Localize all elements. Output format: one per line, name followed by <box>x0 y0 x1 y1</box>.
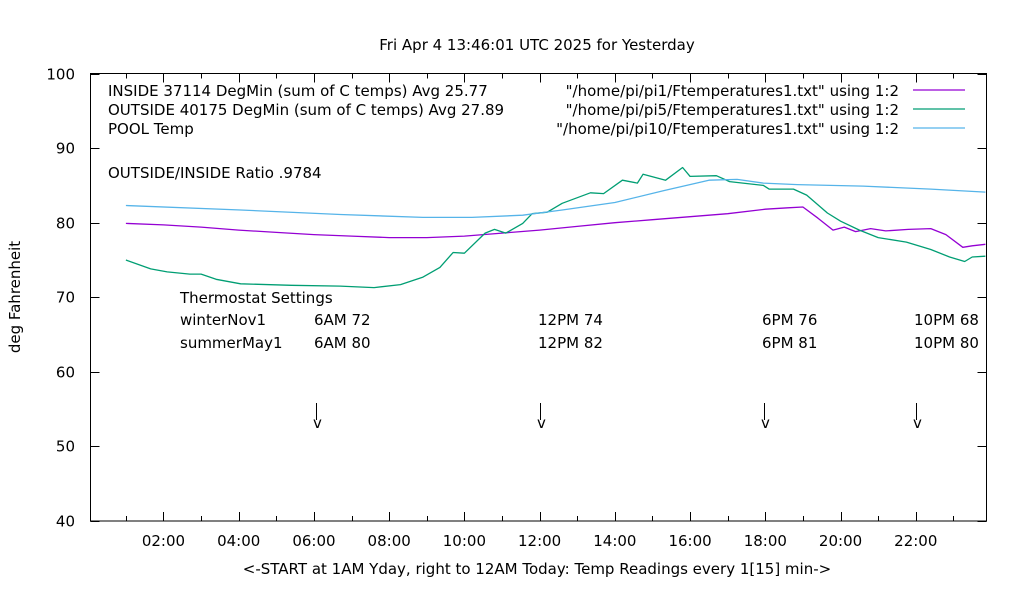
y-tick-label: 60 <box>56 364 75 382</box>
legend-label-pool: POOL Temp <box>108 120 194 138</box>
thermostat-title: Thermostat Settings <box>179 289 333 307</box>
series-line-inside <box>125 206 986 248</box>
x-tick-label: 14:00 <box>593 532 636 550</box>
x-tick-label: 18:00 <box>744 532 787 550</box>
y-tick-label: 50 <box>56 438 75 456</box>
svg-text:v: v <box>913 414 922 432</box>
winter-setting-6am: 6AM 72 <box>314 311 371 329</box>
summer-setting-10pm: 10PM 80 <box>914 334 979 352</box>
x-tick-label: 10:00 <box>443 532 486 550</box>
winter-label: winterNov1 <box>180 311 266 329</box>
arrow-6am: v <box>313 403 322 432</box>
y-tick-label: 70 <box>56 289 75 307</box>
series-line-pool <box>125 178 986 219</box>
chart-title: Fri Apr 4 13:46:01 UTC 2025 for Yesterda… <box>379 36 695 54</box>
arrow-12pm: v <box>537 403 546 432</box>
y-tick-label: 80 <box>56 215 75 233</box>
x-tick-label: 22:00 <box>894 532 937 550</box>
x-tick-label: 02:00 <box>142 532 185 550</box>
legend-entry-pool: "/home/pi/pi10/Ftemperatures1.txt" using… <box>556 120 899 138</box>
winter-setting-12pm: 12PM 74 <box>538 311 603 329</box>
y-tick-label: 40 <box>56 513 75 531</box>
svg-text:v: v <box>313 414 322 432</box>
ratio-annotation: OUTSIDE/INSIDE Ratio .9784 <box>108 164 322 182</box>
x-tick-label: 04:00 <box>217 532 260 550</box>
y-axis-label: deg Fahrenheit <box>6 241 24 353</box>
x-tick-label: 20:00 <box>819 532 862 550</box>
legend-entry-outside: "/home/pi/pi5/Ftemperatures1.txt" using … <box>566 101 899 119</box>
winter-setting-6pm: 6PM 76 <box>762 311 817 329</box>
summer-setting-6pm: 6PM 81 <box>762 334 817 352</box>
x-tick-label: 06:00 <box>292 532 335 550</box>
x-axis-label: <-START at 1AM Yday, right to 12AM Today… <box>243 560 831 578</box>
x-tick-label: 12:00 <box>518 532 561 550</box>
svg-text:v: v <box>761 414 770 432</box>
summer-setting-6am: 6AM 80 <box>314 334 371 352</box>
winter-setting-10pm: 10PM 68 <box>914 311 979 329</box>
x-tick-label: 08:00 <box>368 532 411 550</box>
svg-text:v: v <box>537 414 546 432</box>
arrow-6pm: v <box>761 403 770 432</box>
legend-entry-inside: "/home/pi/pi1/Ftemperatures1.txt" using … <box>566 82 899 100</box>
summer-setting-12pm: 12PM 82 <box>538 334 603 352</box>
summer-label: summerMay1 <box>180 334 283 352</box>
arrow-10pm: v <box>913 403 922 432</box>
y-tick-label: 100 <box>46 66 75 84</box>
series-line-outside <box>125 166 986 289</box>
y-tick-label: 90 <box>56 140 75 158</box>
legend-label-inside: INSIDE 37114 DegMin (sum of C temps) Avg… <box>108 82 488 100</box>
x-tick-label: 16:00 <box>668 532 711 550</box>
legend-label-outside: OUTSIDE 40175 DegMin (sum of C temps) Av… <box>108 101 504 119</box>
